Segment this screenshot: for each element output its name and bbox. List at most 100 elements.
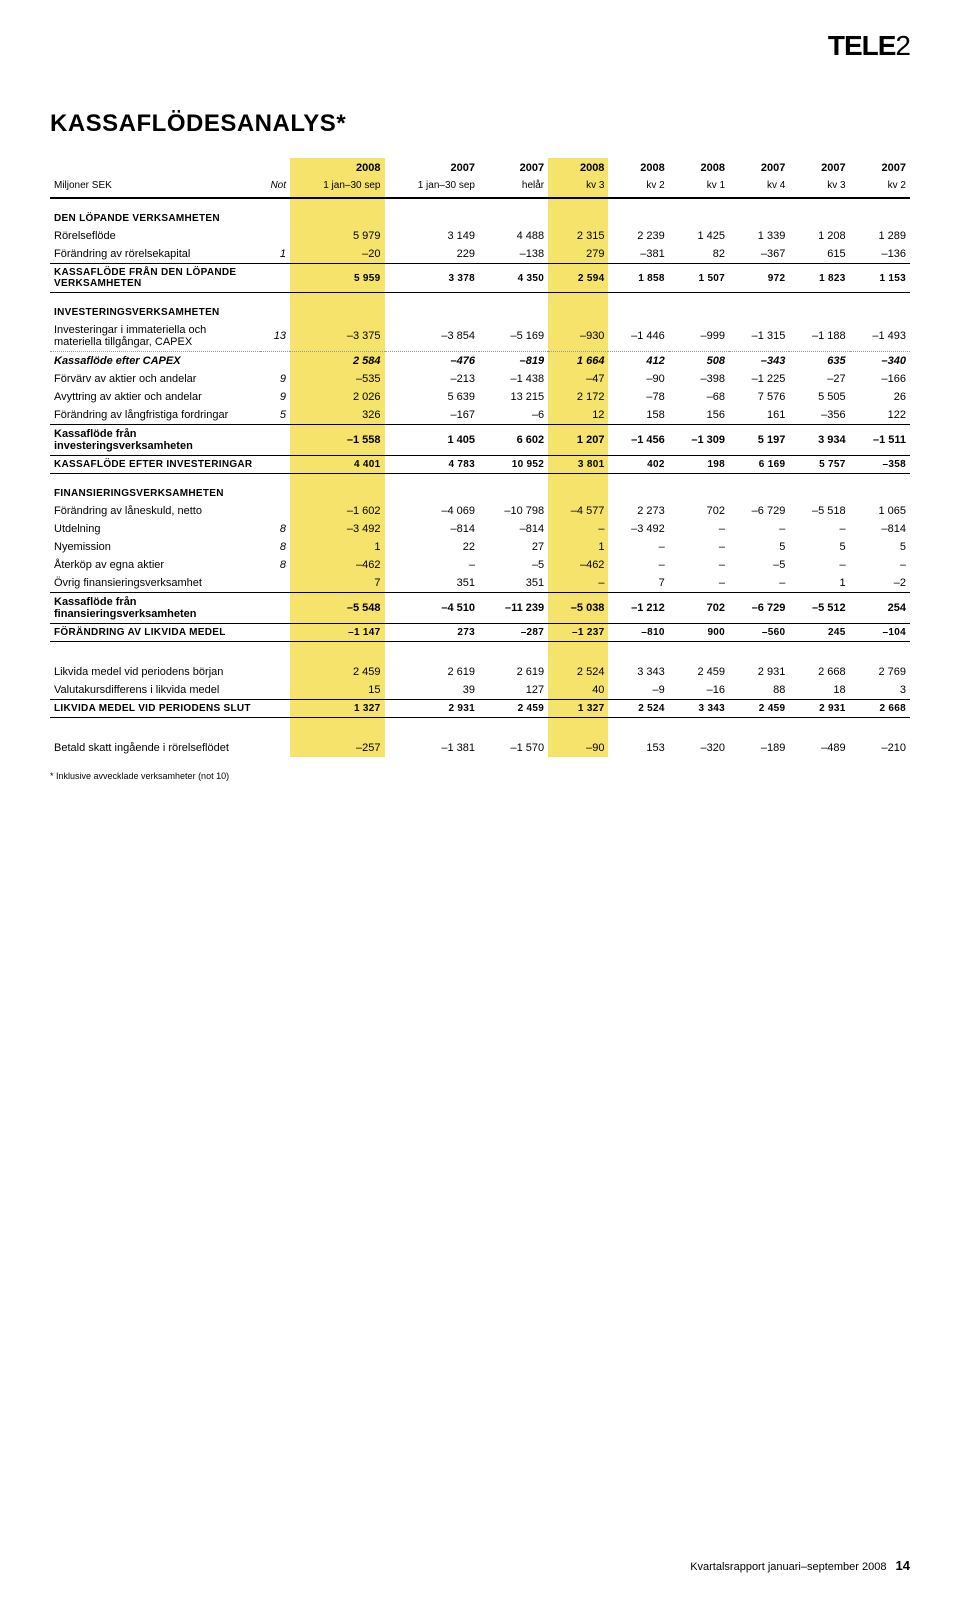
cell: 198 <box>669 456 729 474</box>
cell: 635 <box>789 352 849 371</box>
cell: 18 <box>789 681 849 700</box>
cell: 273 <box>385 624 480 642</box>
cell: 5 505 <box>789 388 849 406</box>
cell: 27 <box>479 538 548 556</box>
cell: 156 <box>669 406 729 425</box>
col-period: kv 3 <box>789 177 849 198</box>
cell: –1 315 <box>729 321 789 352</box>
cell: –27 <box>789 370 849 388</box>
col-period: kv 2 <box>850 177 910 198</box>
row-not <box>260 352 290 371</box>
cell: 2 524 <box>548 663 608 681</box>
cell: –1 225 <box>729 370 789 388</box>
page-title: KASSAFLÖDESANALYS* <box>50 110 910 138</box>
cell: 40 <box>548 681 608 700</box>
cell: 4 350 <box>479 264 548 293</box>
row-not: 1 <box>260 245 290 264</box>
cell: –814 <box>385 520 480 538</box>
cell: 1 858 <box>608 264 668 293</box>
cell: 1 289 <box>850 227 910 245</box>
cell: 7 <box>290 574 385 593</box>
cell: 2 584 <box>290 352 385 371</box>
col-period: 1 jan–30 sep <box>290 177 385 198</box>
cell: –5 518 <box>789 502 849 520</box>
cell: 245 <box>789 624 849 642</box>
cell: –1 446 <box>608 321 668 352</box>
cell: –6 <box>479 406 548 425</box>
col-year: 2007 <box>479 158 548 177</box>
cell: – <box>608 556 668 574</box>
cell: 1 339 <box>729 227 789 245</box>
cell: 2 459 <box>669 663 729 681</box>
section-header: INVESTERINGSVERKSAMHETEN <box>50 293 260 322</box>
cell: –398 <box>669 370 729 388</box>
col-period: helår <box>479 177 548 198</box>
cell: 229 <box>385 245 480 264</box>
cell: –1 237 <box>548 624 608 642</box>
cell: –930 <box>548 321 608 352</box>
cell: –3 492 <box>608 520 668 538</box>
cell: 5 <box>850 538 910 556</box>
cell: 2 459 <box>290 663 385 681</box>
cell: –287 <box>479 624 548 642</box>
cell: –68 <box>669 388 729 406</box>
cell: 2 931 <box>729 663 789 681</box>
footer: Kvartalsrapport januari–september 2008 1… <box>690 1558 910 1573</box>
cell: –3 375 <box>290 321 385 352</box>
cell: – <box>729 574 789 593</box>
cell: –1 381 <box>385 739 480 757</box>
cell: 3 <box>850 681 910 700</box>
cell: –5 <box>479 556 548 574</box>
cell: –819 <box>479 352 548 371</box>
cell: 2 668 <box>789 663 849 681</box>
cell: 15 <box>290 681 385 700</box>
row-not: 13 <box>260 321 290 352</box>
cell: 82 <box>669 245 729 264</box>
cell: 158 <box>608 406 668 425</box>
cell: –90 <box>608 370 668 388</box>
cell: –489 <box>789 739 849 757</box>
col-year: 2007 <box>789 158 849 177</box>
cell: 6 602 <box>479 425 548 456</box>
cell: –5 169 <box>479 321 548 352</box>
cell: 1 507 <box>669 264 729 293</box>
cell: – <box>548 574 608 593</box>
cell: 39 <box>385 681 480 700</box>
cell: –3 854 <box>385 321 480 352</box>
col-year: 2008 <box>548 158 608 177</box>
cell: 900 <box>669 624 729 642</box>
row-label: KASSAFLÖDE FRÅN DEN LÖPANDE VERKSAMHETEN <box>50 264 260 293</box>
cell: –1 456 <box>608 425 668 456</box>
row-not <box>260 425 290 456</box>
cell: 2 273 <box>608 502 668 520</box>
cell: –1 309 <box>669 425 729 456</box>
col-period: 1 jan–30 sep <box>385 177 480 198</box>
row-label: Återköp av egna aktier <box>50 556 260 574</box>
cell: 2 931 <box>789 700 849 718</box>
cell: –6 729 <box>729 502 789 520</box>
cell: 3 343 <box>608 663 668 681</box>
cell: –476 <box>385 352 480 371</box>
cell: 88 <box>729 681 789 700</box>
cell: –358 <box>850 456 910 474</box>
cell: 326 <box>290 406 385 425</box>
cell: 972 <box>729 264 789 293</box>
col-period: kv 2 <box>608 177 668 198</box>
cell: 1 207 <box>548 425 608 456</box>
cell: 2 459 <box>479 700 548 718</box>
cell: –104 <box>850 624 910 642</box>
row-label: Valutakursdifferens i likvida medel <box>50 681 260 700</box>
cell: –2 <box>850 574 910 593</box>
not-label: Not <box>260 177 290 198</box>
cell: 2 668 <box>850 700 910 718</box>
row-not <box>260 700 290 718</box>
cell: 508 <box>669 352 729 371</box>
cell: –11 239 <box>479 593 548 624</box>
cell: – <box>729 520 789 538</box>
row-not <box>260 574 290 593</box>
row-not <box>260 502 290 520</box>
cell: –5 512 <box>789 593 849 624</box>
cell: –257 <box>290 739 385 757</box>
cell: 4 401 <box>290 456 385 474</box>
col-year: 2008 <box>669 158 729 177</box>
